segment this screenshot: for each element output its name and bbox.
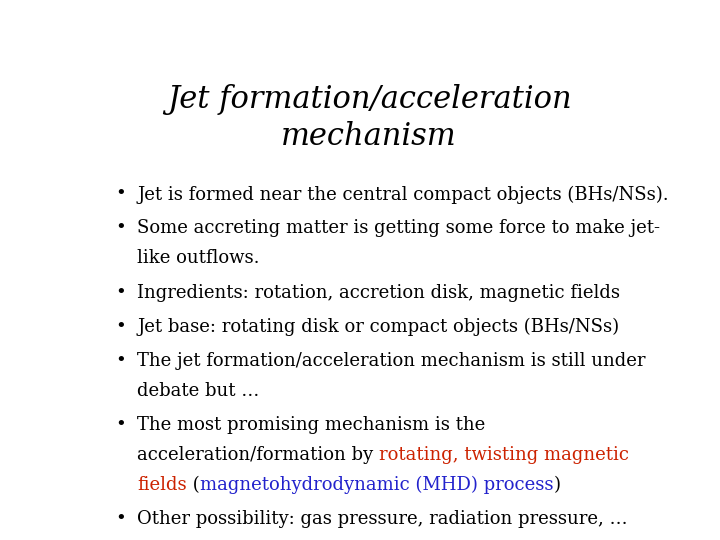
- Text: The jet formation/acceleration mechanism is still under: The jet formation/acceleration mechanism…: [138, 352, 646, 370]
- Text: debate but …: debate but …: [138, 382, 260, 400]
- Text: ): ): [553, 476, 560, 494]
- Text: rotating, twisting magnetic: rotating, twisting magnetic: [379, 446, 629, 464]
- Text: •: •: [115, 185, 126, 204]
- Text: •: •: [115, 219, 126, 238]
- Text: like outflows.: like outflows.: [138, 249, 260, 267]
- Text: Jet base: rotating disk or compact objects (BHs/NSs): Jet base: rotating disk or compact objec…: [138, 318, 619, 336]
- Text: Some accreting matter is getting some force to make jet-: Some accreting matter is getting some fo…: [138, 219, 660, 238]
- Text: •: •: [115, 318, 126, 335]
- Text: Jet is formed near the central compact objects (BHs/NSs).: Jet is formed near the central compact o…: [138, 185, 669, 204]
- Text: The most promising mechanism is the: The most promising mechanism is the: [138, 416, 486, 434]
- Text: •: •: [115, 352, 126, 370]
- Text: •: •: [115, 416, 126, 434]
- Text: Ingredients: rotation, accretion disk, magnetic fields: Ingredients: rotation, accretion disk, m…: [138, 284, 621, 301]
- Text: Jet formation/acceleration
mechanism: Jet formation/acceleration mechanism: [167, 84, 571, 152]
- Text: acceleration/formation by: acceleration/formation by: [138, 446, 379, 464]
- Text: (: (: [187, 476, 200, 494]
- Text: •: •: [115, 510, 126, 528]
- Text: Other possibility: gas pressure, radiation pressure, …: Other possibility: gas pressure, radiati…: [138, 510, 628, 528]
- Text: •: •: [115, 284, 126, 301]
- Text: fields: fields: [138, 476, 187, 494]
- Text: magnetohydrodynamic (MHD) process: magnetohydrodynamic (MHD) process: [200, 476, 553, 494]
